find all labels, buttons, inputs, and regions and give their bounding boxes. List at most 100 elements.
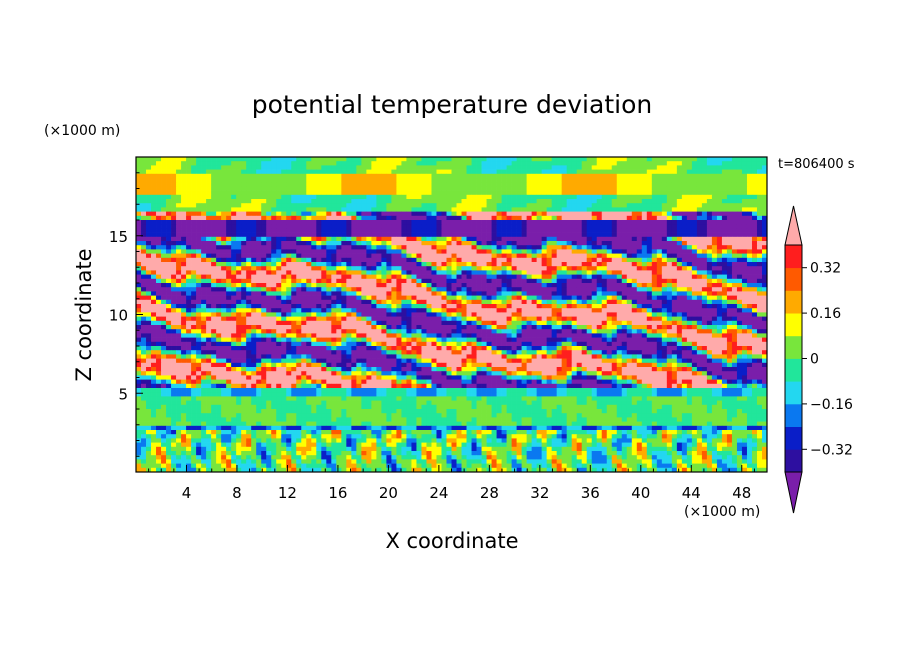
- heatmap-cell: [236, 287, 242, 292]
- heatmap-cell: [276, 211, 282, 217]
- heatmap-cell: [141, 199, 147, 204]
- heatmap-cell: [156, 299, 162, 305]
- heatmap-cell: [261, 287, 267, 292]
- heatmap-cell: [241, 232, 247, 238]
- heatmap-cell: [276, 182, 282, 187]
- heatmap-cell: [626, 236, 633, 242]
- heatmap-cell: [481, 236, 487, 242]
- heatmap-cell: [171, 186, 177, 191]
- heatmap-cell: [461, 232, 467, 238]
- heatmap-cell: [636, 165, 643, 170]
- heatmap-cell: [331, 215, 337, 221]
- heatmap-cell: [211, 304, 217, 309]
- heatmap-cell: [156, 215, 162, 221]
- heatmap-cell: [556, 194, 563, 200]
- heatmap-cell: [666, 194, 673, 200]
- heatmap-cell: [476, 308, 482, 313]
- heatmap-cell: [636, 274, 643, 280]
- heatmap-cell: [381, 228, 387, 233]
- heatmap-cell: [501, 165, 507, 170]
- heatmap-cell: [431, 194, 437, 200]
- heatmap-cell: [696, 262, 703, 267]
- heatmap-cell: [501, 245, 507, 250]
- heatmap-cell: [276, 291, 282, 296]
- heatmap-cell: [166, 169, 172, 175]
- heatmap-cell: [146, 169, 152, 175]
- heatmap-cell: [481, 316, 487, 322]
- heatmap-cell: [336, 262, 342, 267]
- heatmap-cell: [506, 283, 512, 288]
- heatmap-cell: [216, 178, 222, 183]
- heatmap-cell: [706, 283, 713, 288]
- heatmap-cell: [176, 169, 182, 175]
- heatmap-cell: [301, 211, 307, 217]
- heatmap-cell: [311, 316, 317, 322]
- heatmap-cell: [621, 211, 628, 217]
- heatmap-cell: [306, 291, 312, 296]
- heatmap-cell: [706, 157, 713, 162]
- heatmap-cell: [391, 245, 397, 250]
- heatmap-cell: [256, 266, 262, 271]
- heatmap-cell: [366, 249, 372, 254]
- heatmap-cell: [511, 157, 517, 162]
- heatmap-cell: [496, 304, 502, 309]
- heatmap-cell: [451, 182, 457, 187]
- heatmap-cell: [656, 291, 663, 296]
- heatmap-cell: [276, 215, 282, 221]
- heatmap-cell: [656, 287, 663, 292]
- heatmap-cell: [331, 249, 337, 254]
- heatmap-cell: [731, 194, 738, 200]
- heatmap-cell: [711, 291, 718, 296]
- heatmap-cell: [501, 182, 507, 187]
- heatmap-cell: [181, 228, 187, 233]
- heatmap-cell: [136, 199, 142, 204]
- heatmap-cell: [291, 249, 297, 254]
- heatmap-cell: [581, 304, 588, 309]
- heatmap-cell: [156, 257, 162, 263]
- heatmap-cell: [556, 228, 563, 233]
- heatmap-cell: [366, 257, 372, 263]
- heatmap-cell: [351, 173, 357, 179]
- heatmap-cell: [671, 161, 678, 166]
- heatmap-cell: [501, 169, 507, 175]
- heatmap-cell: [356, 173, 362, 179]
- heatmap-cell: [281, 220, 287, 225]
- heatmap-cell: [646, 262, 653, 267]
- heatmap-cell: [576, 211, 583, 217]
- heatmap-cell: [226, 190, 232, 196]
- heatmap-cell: [741, 220, 748, 225]
- heatmap-cell: [141, 165, 147, 170]
- heatmap-cell: [671, 186, 678, 191]
- heatmap-cell: [266, 161, 272, 166]
- heatmap-cell: [251, 178, 257, 183]
- heatmap-cell: [451, 270, 457, 275]
- heatmap-cell: [181, 157, 187, 162]
- heatmap-cell: [366, 232, 372, 238]
- heatmap-cell: [361, 287, 367, 292]
- heatmap-cell: [726, 220, 733, 225]
- heatmap-cell: [706, 173, 713, 179]
- heatmap-cell: [761, 316, 768, 322]
- heatmap-cell: [366, 173, 372, 179]
- heatmap-cell: [371, 291, 377, 296]
- heatmap-cell: [276, 253, 282, 259]
- heatmap-cell: [306, 249, 312, 254]
- heatmap-cell: [141, 178, 147, 183]
- heatmap-cell: [296, 283, 302, 288]
- heatmap-cell: [616, 299, 623, 305]
- heatmap-cell: [336, 320, 342, 326]
- heatmap-cell: [506, 266, 512, 271]
- heatmap-cell: [186, 157, 192, 162]
- heatmap-cell: [646, 287, 653, 292]
- heatmap-cell: [241, 278, 247, 284]
- heatmap-cell: [686, 245, 693, 250]
- heatmap-cell: [321, 287, 327, 292]
- heatmap-cell: [186, 249, 192, 254]
- heatmap-cell: [526, 283, 532, 288]
- heatmap-cell: [411, 304, 417, 309]
- heatmap-cell: [631, 295, 638, 301]
- heatmap-cell: [721, 173, 728, 179]
- heatmap-cell: [676, 157, 683, 162]
- heatmap-cell: [681, 316, 688, 322]
- heatmap-cell: [701, 194, 708, 200]
